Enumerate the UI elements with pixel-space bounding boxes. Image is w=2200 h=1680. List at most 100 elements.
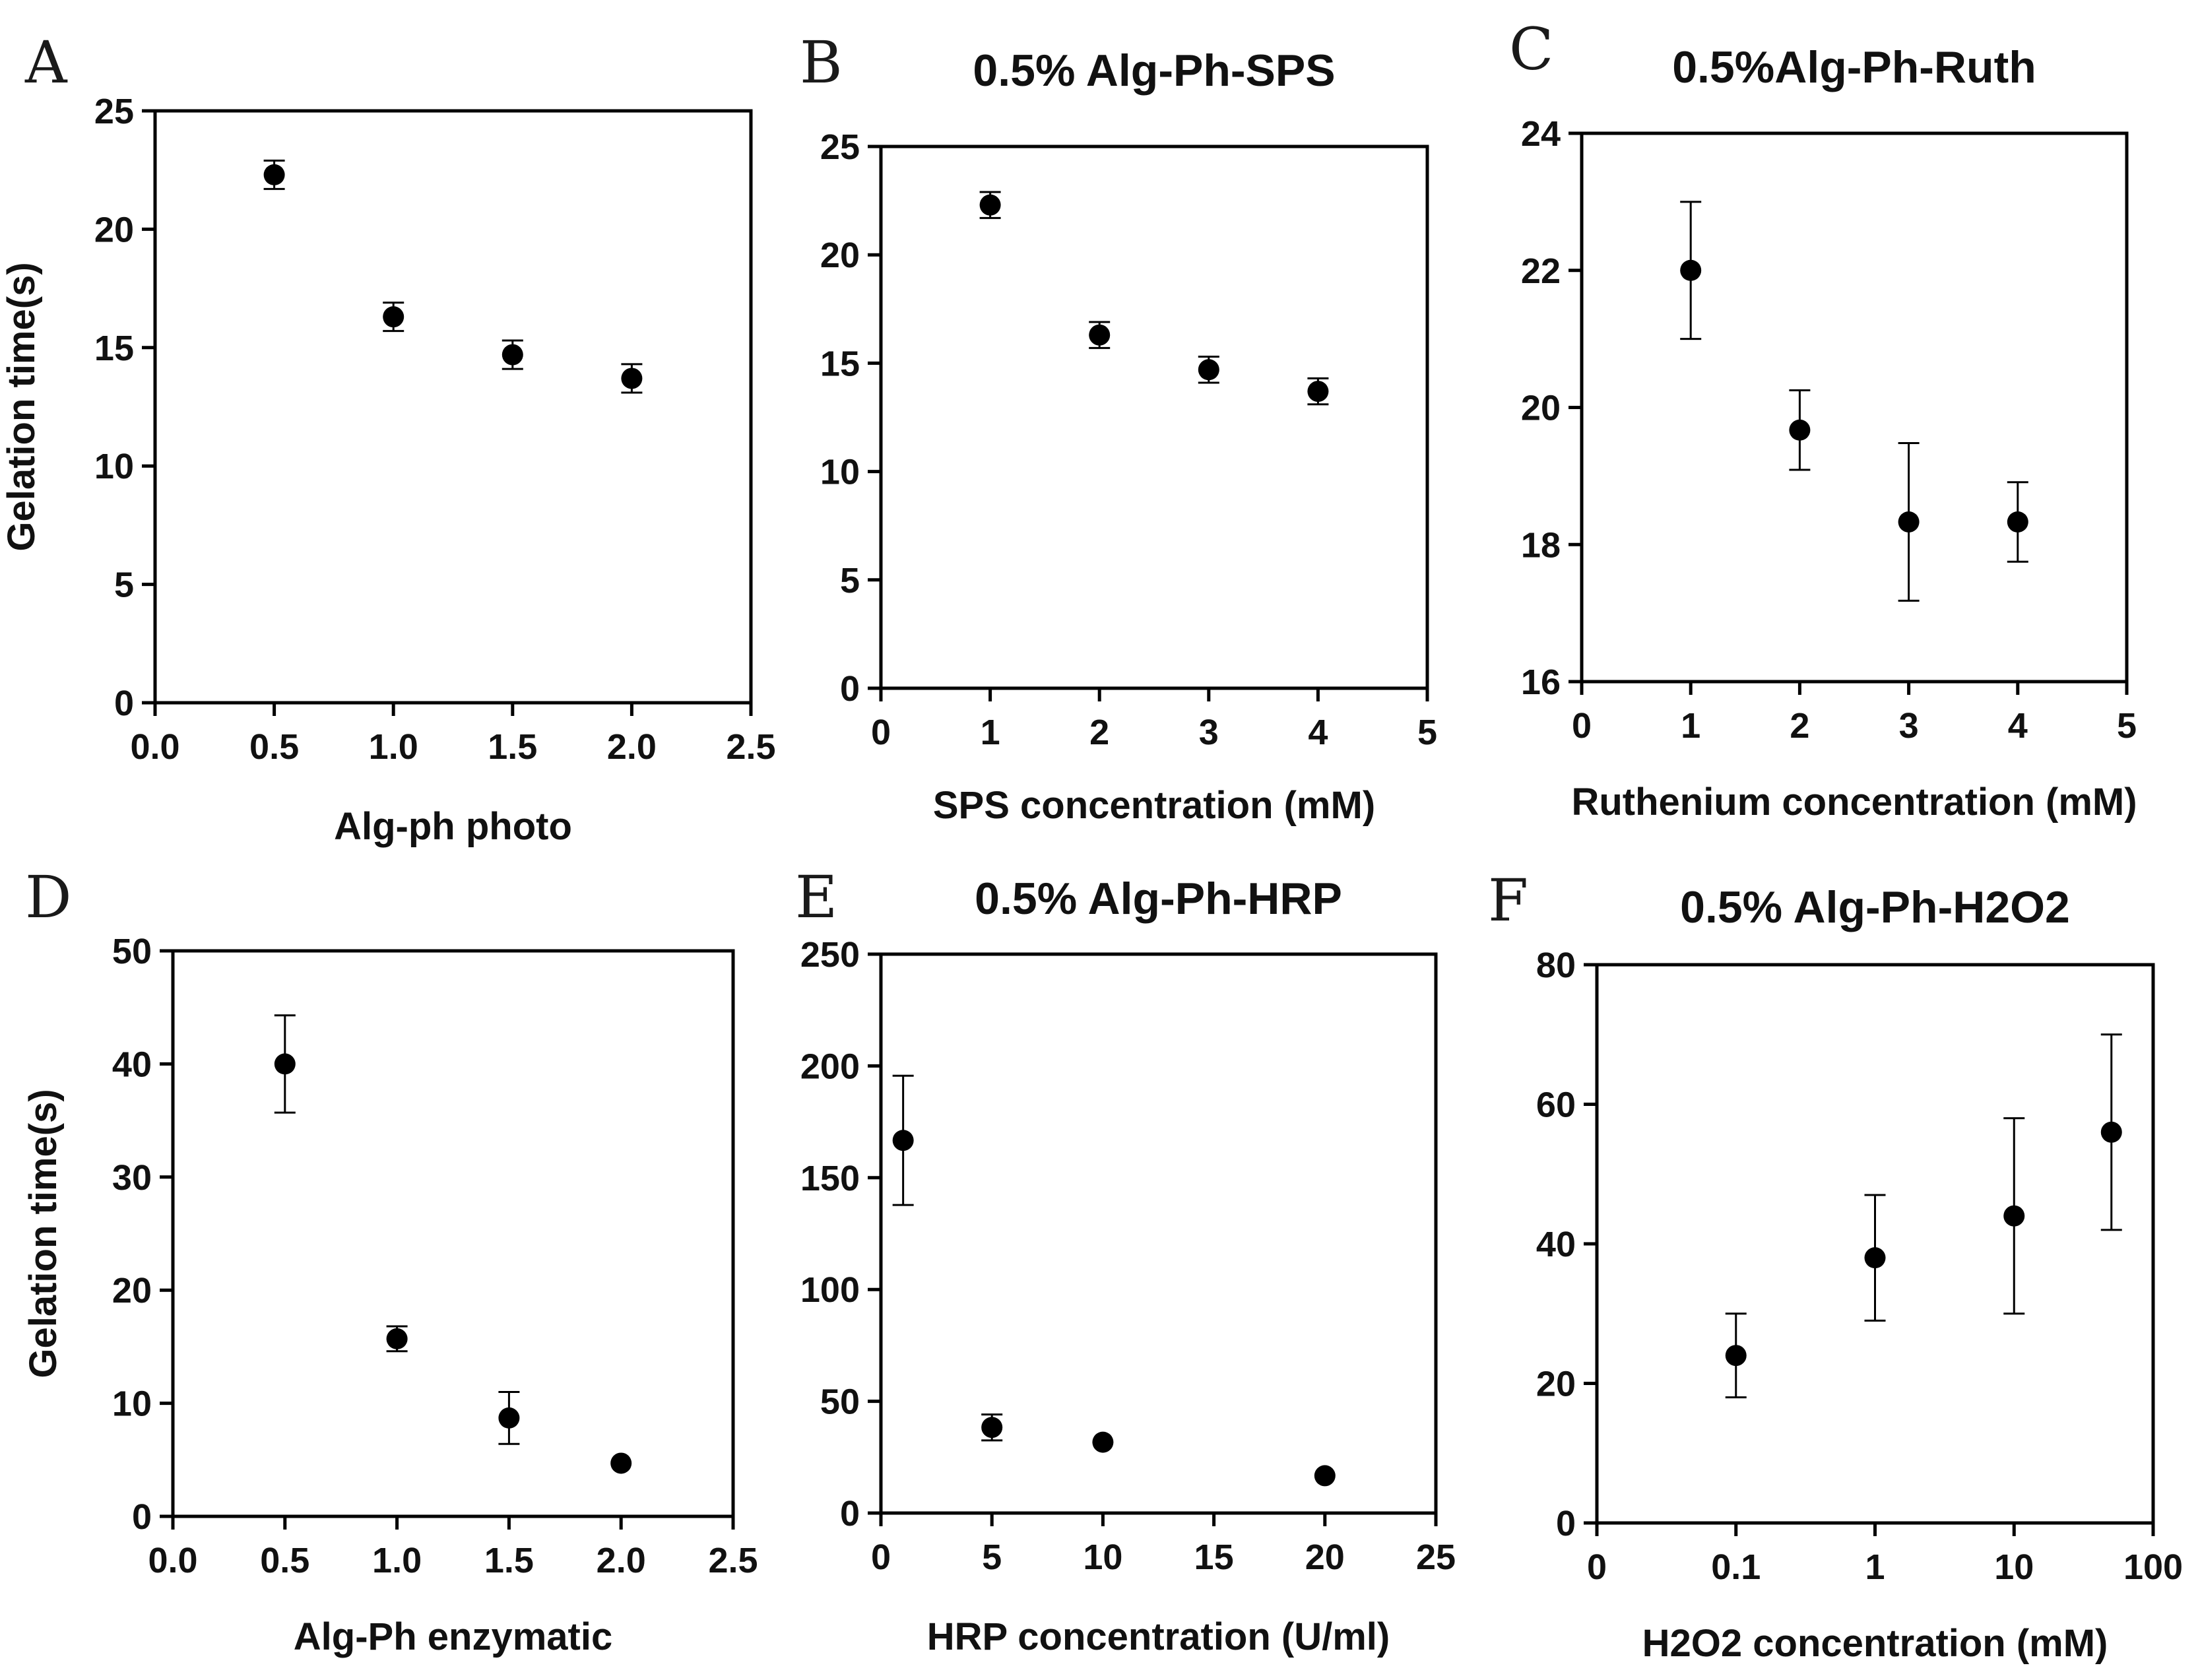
x-axis-label: SPS concentration (mM) <box>933 784 1375 827</box>
plot-frame <box>171 949 735 1518</box>
data-point <box>1864 1247 1886 1269</box>
y-tick-label: 5 <box>114 565 134 605</box>
x-tick-label: 0 <box>1587 1547 1607 1587</box>
x-tick-label: 2.0 <box>607 727 657 767</box>
panel-letter: B <box>800 28 843 96</box>
data-point <box>1314 1465 1336 1487</box>
x-tick-label: 2.5 <box>726 727 775 767</box>
data-point <box>981 1417 1003 1438</box>
y-tick-label: 10 <box>112 1384 152 1424</box>
data-point <box>274 1053 296 1075</box>
y-axis-label: Gelation time(s) <box>0 262 43 551</box>
panel-letter: C <box>1509 15 1553 83</box>
y-tick-label: 60 <box>1536 1085 1576 1125</box>
plot-frame <box>879 145 1429 690</box>
data-point <box>501 344 523 366</box>
y-tick-label: 16 <box>1521 662 1561 702</box>
y-tick-label: 20 <box>1536 1365 1576 1404</box>
y-tick-label: 20 <box>112 1271 152 1310</box>
x-tick-label: 0 <box>871 1537 891 1577</box>
y-tick-label: 0 <box>132 1497 152 1537</box>
x-tick-label: 25 <box>1416 1537 1456 1577</box>
x-tick-label: 2.5 <box>708 1541 758 1580</box>
x-tick-label: 0.5 <box>249 727 299 767</box>
y-tick-label: 40 <box>1536 1225 1576 1264</box>
x-tick-label: 0.5 <box>260 1541 309 1580</box>
plot-frame <box>153 109 753 705</box>
data-point <box>1089 324 1111 346</box>
y-tick-label: 5 <box>840 561 860 600</box>
data-point <box>1898 511 1920 533</box>
x-tick-label: 1 <box>981 713 1000 752</box>
data-point <box>1307 381 1329 403</box>
x-tick-label: 4 <box>1308 713 1328 752</box>
x-tick-label: 0 <box>871 713 891 752</box>
x-tick-label: 4 <box>2008 706 2028 746</box>
chart-title: 0.5% Alg-Ph-H2O2 <box>1680 882 2070 932</box>
y-tick-label: 25 <box>820 127 860 167</box>
x-tick-label: 1.0 <box>369 727 418 767</box>
plot-frame <box>1580 131 2129 684</box>
panel-b: B 0.5% Alg-Ph-SPS 0 1 2 3 4 5 0 5 10 15 20 25 SPS conc… <box>800 28 1437 827</box>
data-point <box>383 306 404 328</box>
data-point <box>610 1452 632 1474</box>
y-tick-label: 80 <box>1536 946 1576 985</box>
y-tick-label: 10 <box>94 447 134 486</box>
chart-title: 0.5% Alg-Ph-SPS <box>973 46 1335 96</box>
x-tick-label: 3 <box>1199 713 1219 752</box>
plot-frame <box>879 952 1438 1515</box>
x-axis-label: H2O2 concentration (mM) <box>1642 1622 2108 1665</box>
y-axis-label: Gelation time(s) <box>22 1089 65 1378</box>
data-point <box>2007 511 2028 533</box>
y-tick-label: 150 <box>800 1159 860 1198</box>
x-tick-label: 0 <box>1572 706 1592 746</box>
y-tick-label: 200 <box>800 1047 860 1086</box>
data-point <box>621 368 643 389</box>
data-point <box>1680 259 1702 281</box>
chart-title: 0.5%Alg-Ph-Ruth <box>1672 42 2036 92</box>
y-tick-label: 0 <box>840 669 860 709</box>
panel-letter: D <box>25 863 72 931</box>
x-axis-label: Alg-ph photo <box>334 805 572 848</box>
data-point <box>892 1130 914 1151</box>
y-tick-label: 25 <box>94 92 134 131</box>
panel-c: C 0.5%Alg-Ph-Ruth 0 1 2 3 4 5 16 18 20 22 24 Rutheniu… <box>1509 15 2137 824</box>
x-tick-label: 20 <box>1305 1537 1345 1577</box>
x-tick-label: 1.5 <box>484 1541 534 1580</box>
data-point <box>386 1328 408 1349</box>
y-tick-label: 24 <box>1521 114 1561 154</box>
x-tick-label: 0.1 <box>1711 1547 1761 1587</box>
y-tick-label: 20 <box>1521 389 1561 428</box>
y-tick-label: 0 <box>1556 1504 1576 1543</box>
data-point <box>2100 1121 2122 1143</box>
x-tick-label: 0.0 <box>148 1541 197 1580</box>
x-tick-label: 1 <box>1865 1547 1885 1587</box>
x-tick-label: 100 <box>2123 1547 2183 1587</box>
data-point <box>1789 419 1811 441</box>
x-tick-label: 10 <box>1083 1537 1122 1577</box>
x-axis-label: HRP concentration (U/ml) <box>927 1615 1390 1658</box>
x-axis-label: Ruthenium concentration (mM) <box>1571 781 2137 824</box>
chart-title: 0.5% Alg-Ph-HRP <box>975 874 1342 924</box>
y-tick-label: 20 <box>94 210 134 249</box>
x-tick-label: 5 <box>982 1537 1002 1577</box>
data-point <box>498 1407 520 1429</box>
y-tick-label: 22 <box>1521 251 1561 291</box>
panel-letter: F <box>1488 866 1528 934</box>
x-axis-label: Alg-Ph enzymatic <box>294 1615 612 1658</box>
panel-letter: E <box>795 863 837 931</box>
panel-d: D 0.0 0.5 1.0 1.5 2.0 2.5 0 10 20 30 40 50 Alg-Ph enz… <box>22 863 758 1658</box>
x-tick-label: 2 <box>1790 706 1809 746</box>
y-tick-label: 40 <box>112 1045 152 1084</box>
y-tick-label: 0 <box>840 1494 860 1534</box>
data-point <box>979 194 1001 216</box>
data-point <box>1725 1345 1747 1367</box>
y-tick-label: 30 <box>112 1158 152 1198</box>
y-tick-label: 15 <box>94 329 134 368</box>
y-tick-label: 15 <box>820 344 860 383</box>
y-tick-label: 100 <box>800 1270 860 1310</box>
x-tick-label: 1.5 <box>488 727 537 767</box>
panel-letter: A <box>24 28 68 96</box>
y-tick-label: 10 <box>820 453 860 492</box>
